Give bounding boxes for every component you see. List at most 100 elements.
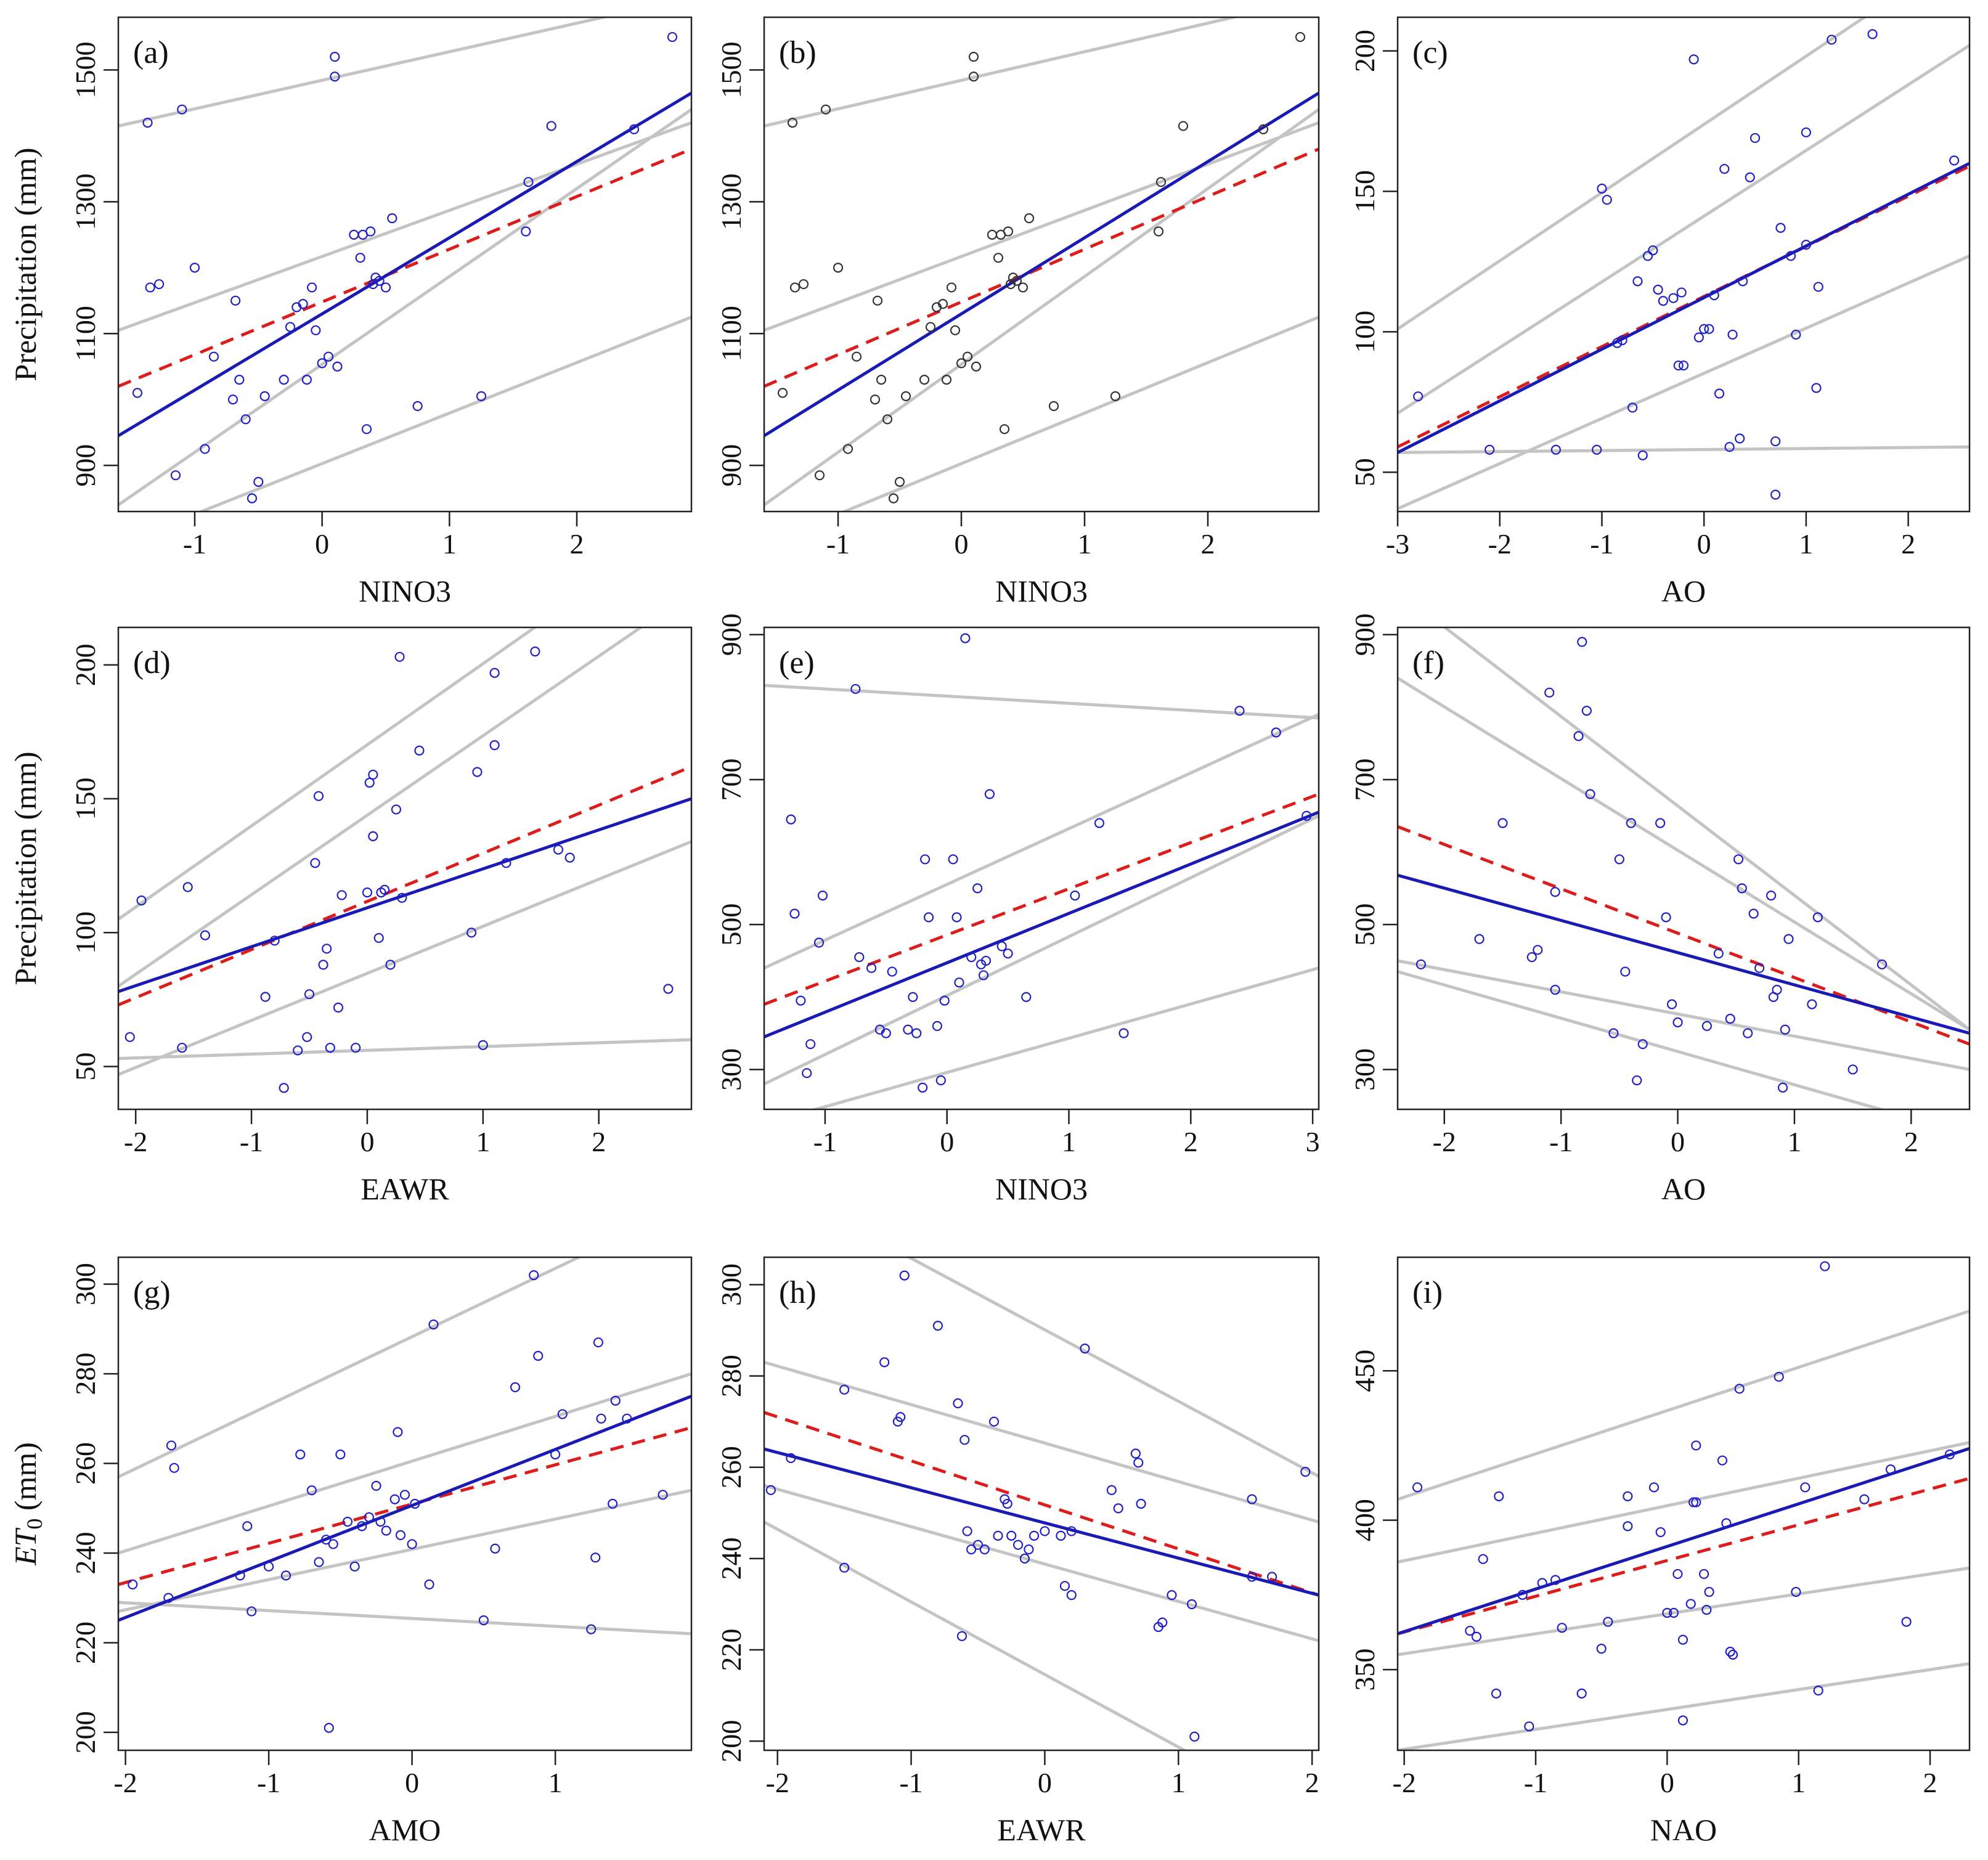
data-point bbox=[349, 229, 359, 240]
data-point bbox=[919, 854, 931, 865]
data-point bbox=[1713, 948, 1724, 959]
data-point bbox=[839, 1562, 850, 1573]
data-point bbox=[962, 1526, 972, 1536]
panel-i: -2 -1 0 1 2 350 400 450 NAO (i) bbox=[1349, 1256, 1971, 1847]
data-point bbox=[355, 253, 365, 263]
data-point bbox=[1735, 433, 1745, 444]
data-point bbox=[166, 1440, 177, 1451]
data-point bbox=[948, 854, 958, 865]
envelope-line bbox=[118, 627, 644, 988]
envelope-line bbox=[1398, 17, 1867, 330]
plot-area bbox=[118, 1257, 691, 1733]
data-point bbox=[371, 1480, 381, 1491]
data-point bbox=[368, 831, 378, 841]
panel-f: -2 -1 0 1 2 300 500 700 900 AO (f) bbox=[1349, 613, 1971, 1206]
data-point bbox=[814, 470, 825, 481]
x-tick-label: 0 bbox=[940, 1126, 954, 1157]
y-tick-label: 300 bbox=[70, 1263, 101, 1305]
envelope-line bbox=[1398, 1566, 1970, 1657]
data-point bbox=[1673, 360, 1684, 371]
data-point bbox=[1623, 1491, 1633, 1501]
data-point bbox=[253, 476, 264, 487]
data-point bbox=[323, 351, 334, 362]
y-axis-label: Precipitation (mm) bbox=[8, 147, 43, 381]
data-point bbox=[1701, 1605, 1712, 1615]
data-point bbox=[1617, 335, 1627, 346]
envelope-line bbox=[1442, 627, 1970, 1031]
envelope-line bbox=[118, 1488, 691, 1613]
plot-area bbox=[1398, 1261, 1970, 1750]
data-point bbox=[1800, 1482, 1811, 1493]
data-point bbox=[1689, 54, 1699, 65]
data-point bbox=[1811, 383, 1822, 393]
data-point bbox=[1024, 213, 1035, 224]
data-point bbox=[1678, 360, 1689, 371]
envelope-line bbox=[764, 1483, 1319, 1642]
data-point bbox=[866, 963, 877, 973]
data-point bbox=[351, 1042, 361, 1053]
data-point bbox=[414, 745, 425, 756]
data-point bbox=[259, 391, 270, 401]
data-point bbox=[802, 1068, 812, 1079]
data-point bbox=[1672, 1017, 1683, 1027]
data-point bbox=[1002, 1498, 1012, 1509]
reference-line-dashed bbox=[764, 793, 1319, 1006]
panel-b: -1 0 1 2 900 1100 1300 1500 NINO3 (b) bbox=[715, 16, 1320, 608]
reference-line-dashed bbox=[118, 147, 691, 388]
x-tick-label: 1 bbox=[476, 1126, 490, 1157]
y-axis-label: ET0 (mm) bbox=[8, 1442, 47, 1566]
data-point bbox=[424, 1579, 434, 1590]
envelope-line bbox=[764, 121, 1319, 332]
data-point bbox=[530, 646, 540, 657]
data-point bbox=[1719, 163, 1730, 174]
data-point bbox=[1603, 1617, 1613, 1627]
data-point bbox=[882, 414, 893, 425]
data-point bbox=[208, 351, 219, 362]
data-point bbox=[375, 1516, 386, 1527]
data-point bbox=[1774, 1371, 1784, 1382]
data-point bbox=[362, 887, 373, 898]
data-point bbox=[395, 1530, 406, 1541]
data-point bbox=[322, 944, 332, 954]
data-point bbox=[269, 936, 280, 946]
data-point bbox=[1110, 391, 1121, 401]
data-point bbox=[1698, 1568, 1709, 1580]
data-point bbox=[1813, 1685, 1823, 1696]
regression-line bbox=[764, 1447, 1319, 1597]
plot-area bbox=[764, 17, 1319, 512]
panel-h: -2 -1 0 1 2 200 220 240 260 280 300 EAWR (h) bbox=[715, 1256, 1320, 1847]
x-tick-label: -1 bbox=[257, 1767, 280, 1798]
plot-frame bbox=[1396, 16, 1971, 513]
data-point bbox=[387, 213, 397, 224]
data-point bbox=[1704, 324, 1714, 334]
data-point bbox=[330, 71, 340, 82]
data-point bbox=[1153, 226, 1164, 237]
x-axis-label: NINO3 bbox=[995, 1172, 1088, 1206]
data-point bbox=[314, 1557, 324, 1567]
x-tick-label: -1 bbox=[240, 1126, 263, 1157]
envelope-line bbox=[118, 1372, 691, 1555]
envelope-line bbox=[118, 17, 611, 128]
x-axis-label: EAWR bbox=[361, 1172, 449, 1206]
x-tick-label: 1 bbox=[1799, 528, 1813, 560]
plot-frame bbox=[763, 1256, 1320, 1752]
data-point bbox=[1754, 963, 1765, 973]
data-point bbox=[132, 388, 143, 398]
x-tick-label: -1 bbox=[1524, 1767, 1547, 1798]
data-point bbox=[1701, 1021, 1712, 1031]
data-point bbox=[1859, 1494, 1870, 1504]
data-point bbox=[242, 1521, 253, 1532]
data-point bbox=[1056, 1530, 1066, 1541]
data-point bbox=[879, 1357, 890, 1368]
data-point bbox=[1791, 329, 1801, 340]
y-tick-label: 700 bbox=[715, 758, 747, 801]
data-point bbox=[972, 883, 983, 894]
data-point bbox=[177, 104, 187, 115]
y-tick-label: 50 bbox=[1349, 458, 1380, 486]
x-tick-label: 0 bbox=[1660, 1767, 1674, 1798]
x-tick-label: 0 bbox=[315, 528, 329, 560]
panel-label: (e) bbox=[779, 645, 815, 680]
data-point bbox=[124, 1032, 135, 1042]
data-point bbox=[999, 424, 1010, 434]
envelope-line bbox=[1398, 445, 1970, 454]
